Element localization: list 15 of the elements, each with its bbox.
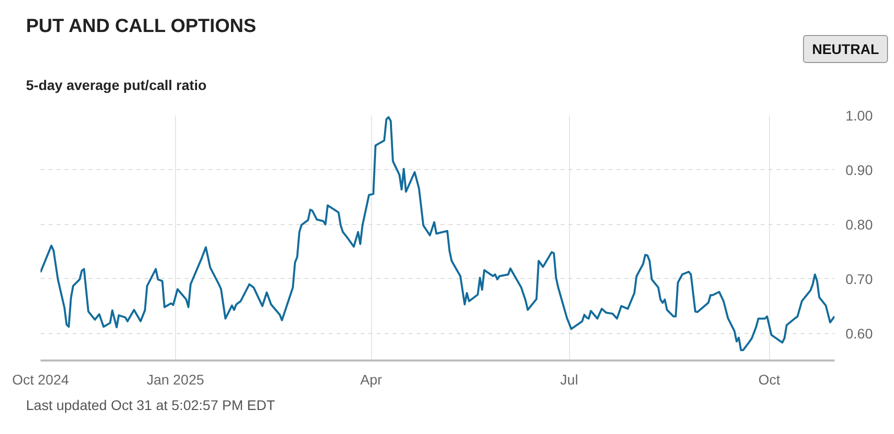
y-tick-label: 0.60	[846, 325, 873, 342]
y-tick-label: 0.80	[846, 216, 873, 232]
x-tick-label: Apr	[360, 372, 382, 388]
x-tick-label: Oct 2024	[12, 372, 70, 388]
x-tick-label: Oct	[758, 372, 780, 388]
y-tick-label: 0.70	[846, 270, 873, 287]
text: NEUTRAL	[803, 35, 888, 63]
text: Last updated Oct 31 at 5:02:57 PM EDT	[26, 397, 276, 413]
y-tick-label: 0.90	[846, 162, 873, 178]
chart-title: PUT AND CALL OPTIONS	[26, 15, 256, 39]
y-tick-label: 1.00	[846, 108, 873, 124]
x-tick-label: Jul	[560, 372, 578, 388]
line-series	[40, 116, 834, 352]
chart-subtitle: 5-day average put/call ratio	[26, 76, 207, 95]
x-tick-label: Jan 2025	[146, 372, 204, 388]
